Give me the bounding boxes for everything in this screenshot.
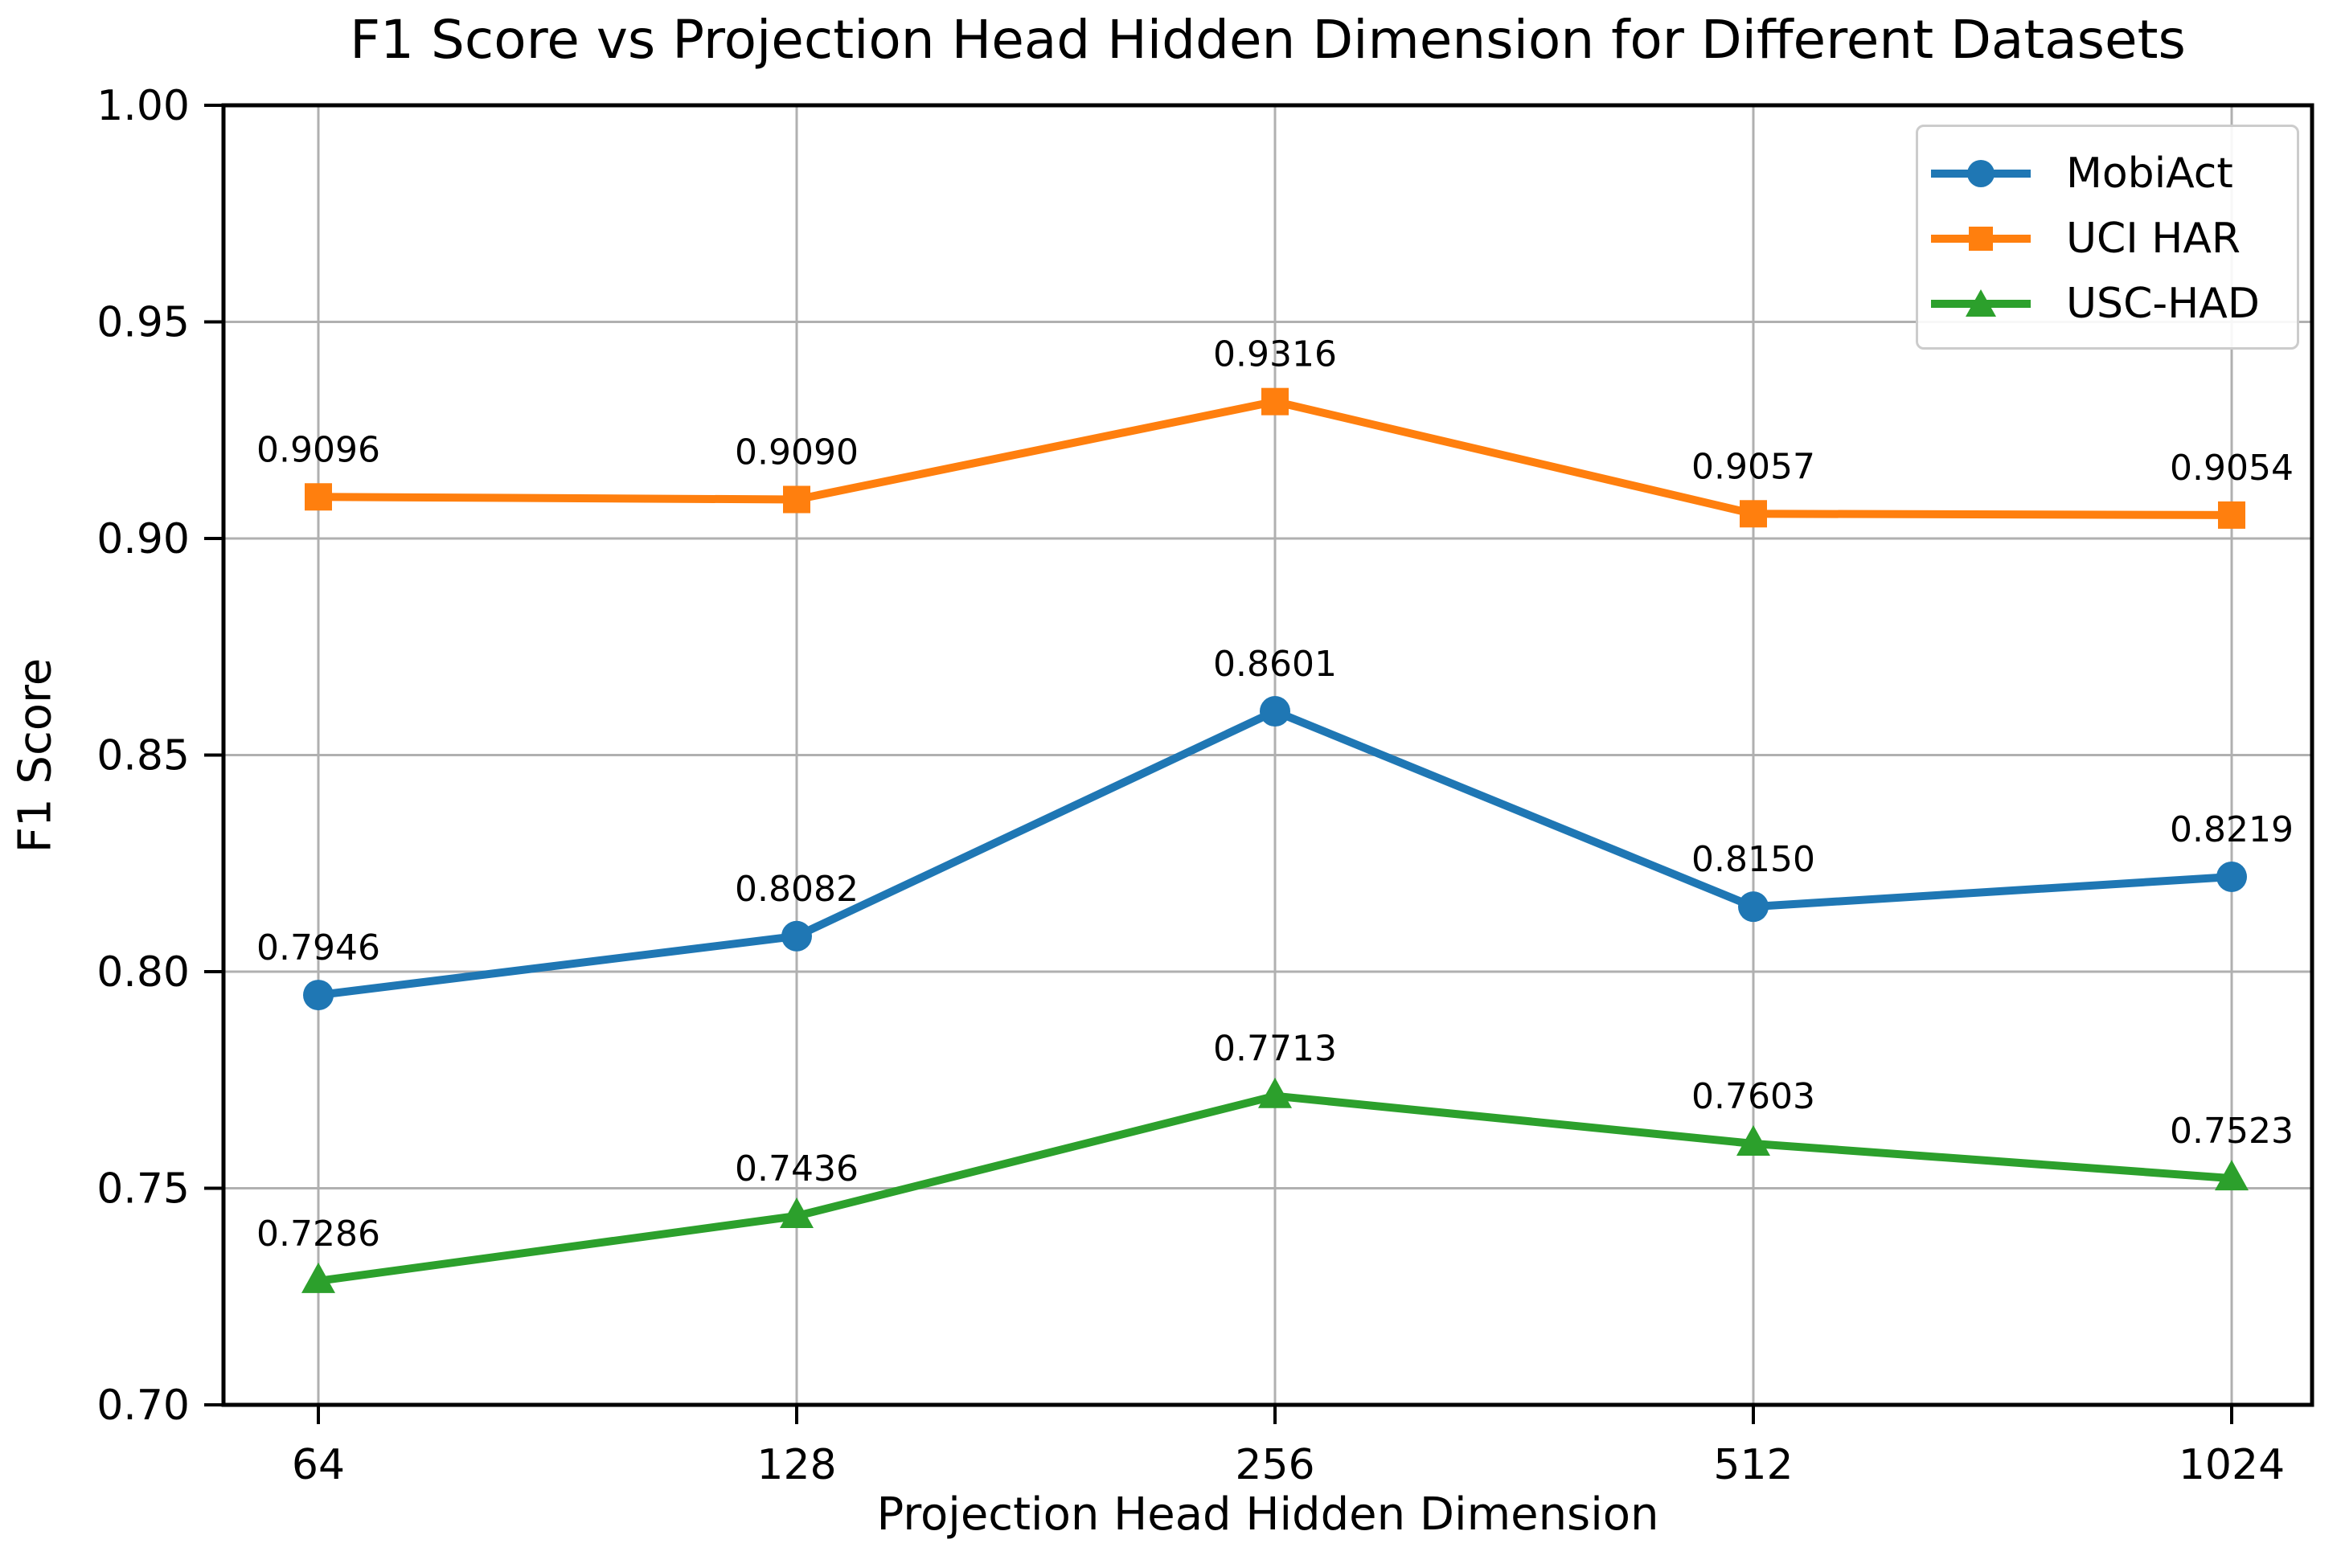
marker-usc-had: [1258, 1077, 1292, 1108]
x-tick-label: 128: [756, 1441, 836, 1489]
data-label-mobiact: 0.7946: [256, 927, 380, 968]
data-label-usc-had: 0.7713: [1213, 1029, 1337, 1070]
data-label-uci-har: 0.9090: [735, 432, 859, 473]
legend-label: UCI HAR: [2066, 215, 2241, 263]
marker-mobiact: [2216, 861, 2247, 892]
data-label-usc-had: 0.7523: [2170, 1111, 2294, 1152]
x-tick-label: 256: [1235, 1441, 1314, 1489]
marker-uci-har: [783, 485, 810, 514]
marker-uci-har: [1740, 500, 1767, 528]
x-tick-label: 64: [292, 1441, 345, 1489]
legend-item: MobiAct: [1929, 141, 2286, 206]
y-tick-label: 0.85: [96, 732, 190, 780]
legend-marker-triangle-icon: [1931, 289, 2031, 317]
data-label-usc-had: 0.7286: [256, 1214, 380, 1255]
legend-marker-circle-icon: [1931, 160, 2031, 187]
marker-mobiact: [303, 980, 334, 1011]
marker-mobiact: [781, 920, 812, 952]
legend: MobiAct UCI HAR USC-HAD: [1916, 125, 2299, 350]
legend-item: UCI HAR: [1929, 207, 2286, 271]
legend-label: USC-HAD: [2066, 280, 2260, 328]
legend-label: MobiAct: [2066, 149, 2233, 198]
data-label-uci-har: 0.9316: [1213, 334, 1337, 375]
marker-usc-had: [301, 1262, 335, 1293]
data-label-mobiact: 0.8082: [735, 869, 859, 910]
y-tick-label: 0.80: [96, 948, 190, 997]
y-tick-label: 1.00: [96, 82, 190, 130]
data-label-mobiact: 0.8219: [2170, 809, 2294, 850]
marker-uci-har: [1261, 387, 1289, 416]
data-label-mobiact: 0.8150: [1691, 839, 1815, 880]
data-label-usc-had: 0.7603: [1691, 1076, 1815, 1117]
marker-mobiact: [1260, 696, 1290, 727]
data-label-uci-har: 0.9096: [256, 429, 380, 470]
marker-usc-had: [780, 1197, 814, 1228]
legend-item: USC-HAD: [1929, 272, 2286, 336]
x-tick-label: 1024: [2179, 1441, 2285, 1489]
data-label-mobiact: 0.8601: [1213, 644, 1337, 685]
data-label-uci-har: 0.9057: [1691, 446, 1815, 487]
data-label-uci-har: 0.9054: [2170, 448, 2294, 489]
y-tick-label: 0.90: [96, 515, 190, 563]
marker-usc-had: [1736, 1124, 1770, 1156]
legend-marker-square-icon: [1931, 227, 2031, 251]
marker-mobiact: [1738, 891, 1769, 923]
marker-uci-har: [2218, 501, 2245, 529]
data-label-usc-had: 0.7436: [735, 1148, 859, 1189]
y-tick-label: 0.70: [96, 1382, 190, 1430]
x-tick-label: 512: [1713, 1441, 1793, 1489]
marker-usc-had: [2215, 1160, 2249, 1191]
y-tick-label: 0.75: [96, 1165, 190, 1214]
x-axis-label: Projection Head Hidden Dimension: [876, 1488, 1659, 1541]
marker-uci-har: [305, 483, 332, 511]
chart-title: F1 Score vs Projection Head Hidden Dimen…: [350, 9, 2186, 71]
y-tick-label: 0.95: [96, 299, 190, 347]
